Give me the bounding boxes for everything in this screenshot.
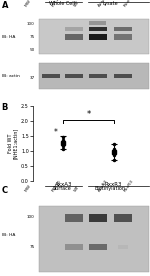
Bar [88, 74, 106, 78]
Bar [64, 34, 82, 39]
Bar [42, 74, 60, 78]
Text: IB: HA: IB: HA [2, 35, 15, 39]
Text: A: A [2, 1, 8, 10]
Text: RxxR3: RxxR3 [123, 179, 134, 192]
Text: *: * [54, 128, 58, 137]
Text: AxxA3: AxxA3 [98, 179, 109, 192]
Text: PS120: PS120 [51, 179, 62, 192]
Bar [64, 27, 82, 31]
Text: MW: MW [24, 0, 32, 8]
Text: IB: actin: IB: actin [2, 74, 19, 78]
Text: 100: 100 [27, 215, 34, 219]
Bar [39, 19, 148, 54]
Text: Surface: Surface [53, 186, 72, 191]
Text: WT: WT [74, 0, 81, 8]
Bar [64, 214, 82, 222]
Bar [88, 34, 106, 39]
Bar [114, 74, 132, 78]
Text: B: B [2, 104, 8, 113]
Text: IB: HA: IB: HA [2, 233, 15, 237]
Text: 100: 100 [27, 22, 34, 26]
Text: MW: MW [24, 183, 32, 192]
Text: 50: 50 [29, 48, 34, 52]
Bar [118, 245, 128, 249]
Bar [114, 214, 132, 222]
Text: AxxA3: AxxA3 [98, 0, 109, 8]
Text: Lysate: Lysate [102, 1, 118, 6]
Bar [88, 27, 106, 31]
Text: RxxR3: RxxR3 [123, 0, 134, 8]
Bar [88, 244, 106, 250]
Text: Biotinylation: Biotinylation [95, 186, 126, 191]
Text: 75: 75 [29, 245, 34, 249]
Text: WT: WT [74, 184, 81, 192]
Y-axis label: Fold WT
[NHE1:actin]: Fold WT [NHE1:actin] [8, 128, 18, 159]
Bar [39, 206, 148, 272]
Bar [114, 27, 132, 31]
Bar [64, 244, 82, 250]
Bar [39, 63, 148, 89]
Text: *: * [86, 110, 91, 119]
Bar [88, 214, 106, 222]
Text: PS120: PS120 [51, 0, 62, 8]
Text: 37: 37 [29, 76, 34, 79]
Text: 75: 75 [29, 35, 34, 39]
Bar [114, 34, 132, 39]
Bar [89, 22, 106, 25]
Text: C: C [2, 186, 8, 195]
Bar [64, 74, 82, 78]
Text: Whole Cell: Whole Cell [49, 1, 75, 6]
